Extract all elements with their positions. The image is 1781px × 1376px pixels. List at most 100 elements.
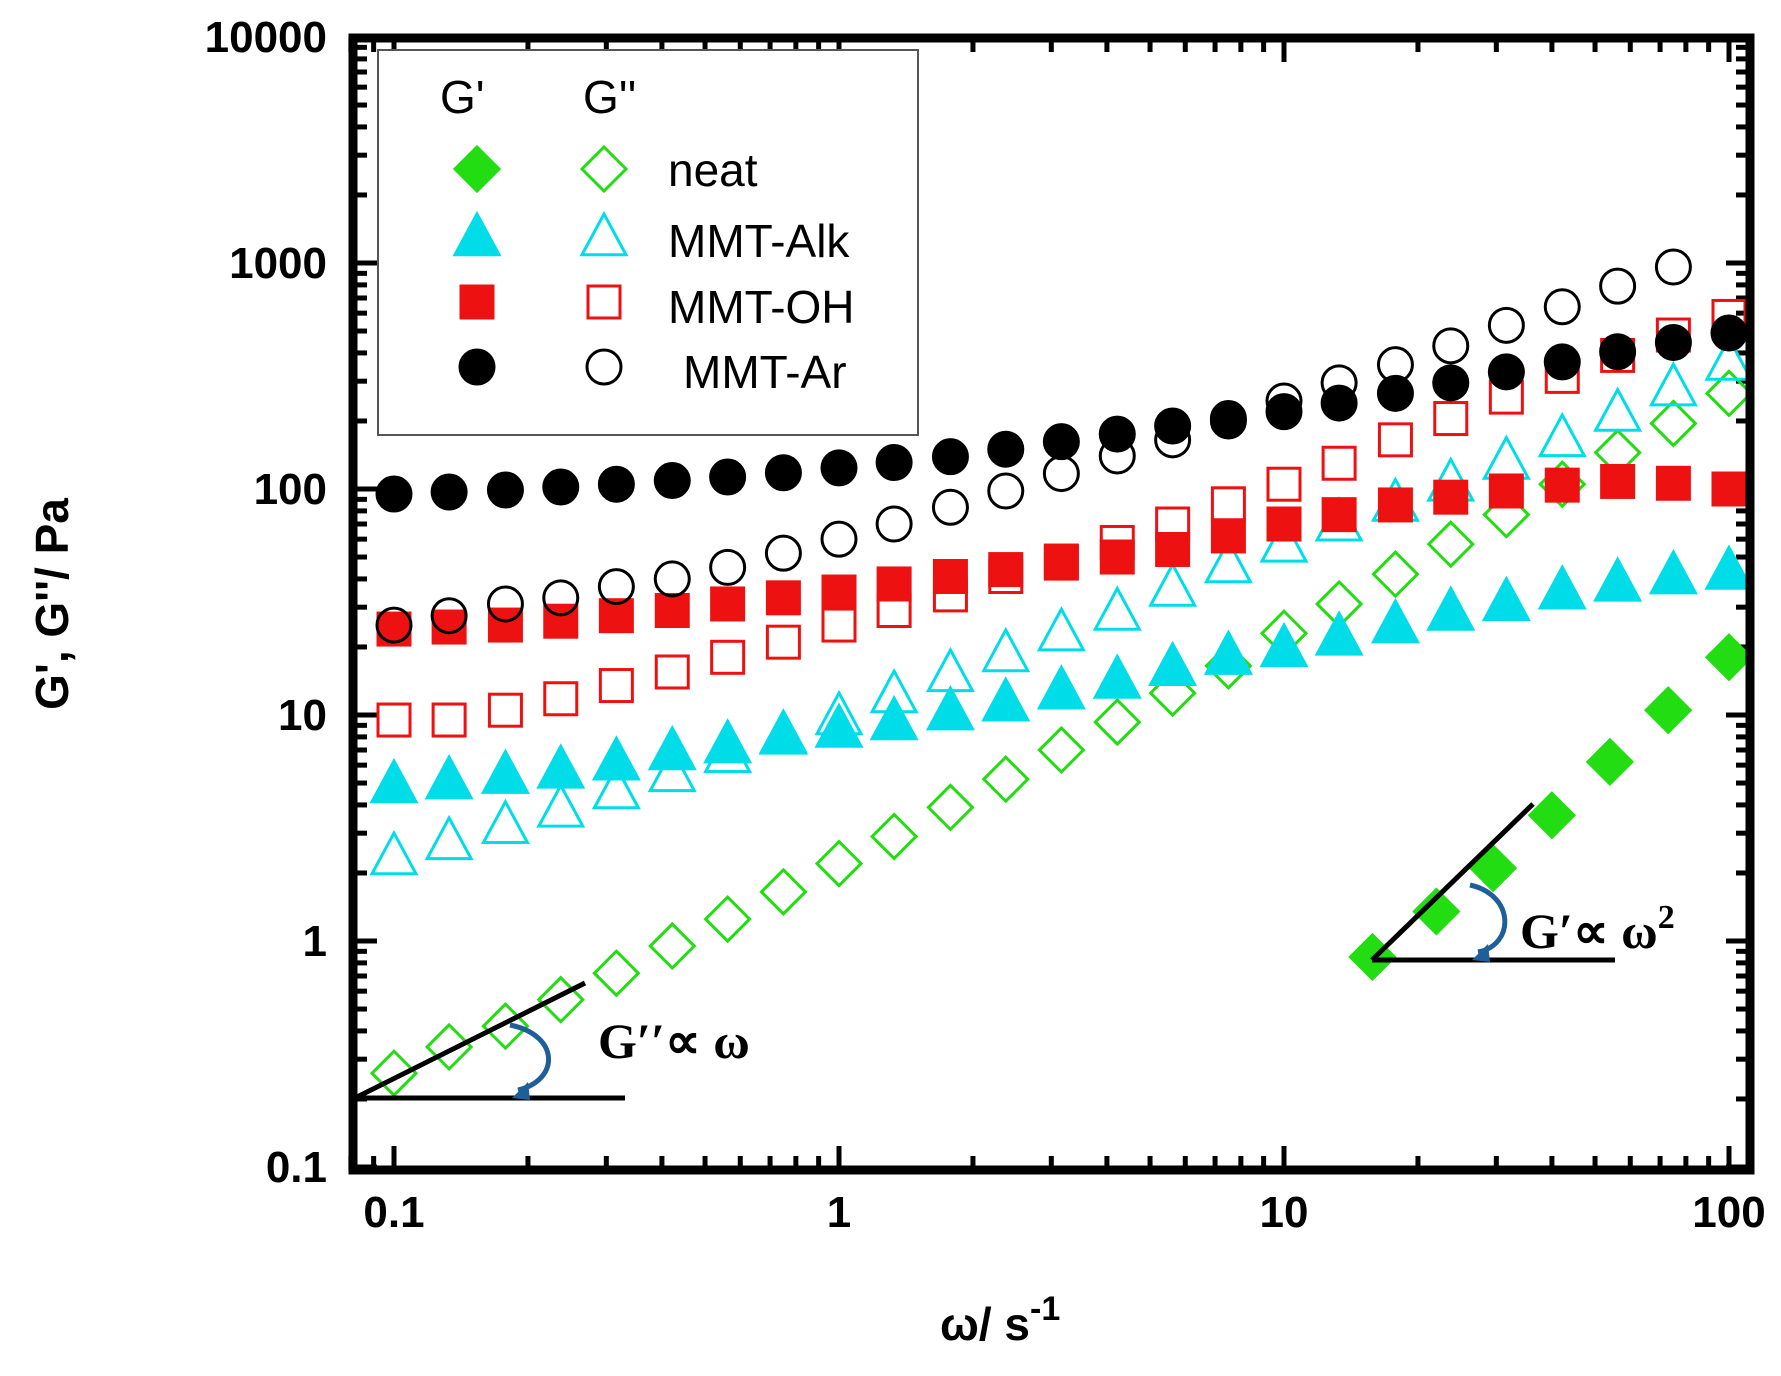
neat-gprime-point <box>1704 633 1754 682</box>
mmt-ar-gprime-point <box>1654 323 1692 361</box>
y-tick-label: 1 <box>303 917 327 966</box>
mmt-ar-gdoubleprime-point <box>1599 267 1637 305</box>
axis-tick-labels: 0.1 1 10 100 0.1 1 10 100 1000 10000 <box>205 13 1766 1237</box>
mmt-ar-gprime-point <box>1209 400 1247 438</box>
x-axis-title-sup: -1 <box>1030 1290 1060 1328</box>
mmt-alk-gdoubleprime-point <box>480 798 530 845</box>
mmt-ar-gdoubleprime-point <box>375 606 413 644</box>
mmt-ar-gdoubleprime-point <box>1265 382 1303 420</box>
neat-gdoubleprime-point <box>814 839 864 888</box>
slope1-arrowhead <box>512 1082 530 1100</box>
mmt-alk-gprime-point <box>925 685 975 731</box>
mmt-oh-gdoubleprime-point <box>765 624 801 660</box>
mmt-ar-gprime-point <box>1599 333 1637 371</box>
mmt-ar-gdoubleprime-point <box>1098 437 1136 475</box>
mmt-alk-gdoubleprime-point <box>703 727 753 774</box>
mmt-alk-gprime-point <box>1593 556 1643 602</box>
slope2-arrowhead <box>1472 944 1490 962</box>
neat-gdoubleprime-point <box>981 755 1030 804</box>
neat-gprime-point <box>1527 791 1577 840</box>
neat-gdoubleprime-point <box>592 949 641 998</box>
mmt-ar-gdoubleprime-point <box>1376 346 1414 384</box>
mmt-oh-gdoubleprime-point <box>821 607 857 643</box>
mmt-alk-gprime-point <box>981 676 1031 722</box>
mmt-ar-gdoubleprime-point <box>987 472 1025 510</box>
mmt-alk-gdoubleprime-point <box>1092 585 1142 631</box>
legend-header-gprime: G' <box>440 71 485 123</box>
neat-gdoubleprime-point <box>1649 399 1698 448</box>
mmt-alk-gprime-point <box>424 754 474 800</box>
mmt-oh-gdoubleprime-point <box>1321 445 1357 481</box>
mmt-ar-gdoubleprime-point <box>1154 421 1192 459</box>
legend: G' G'' neat MMT-Alk MMT-OH MMT-Ar <box>377 49 919 436</box>
mmt-oh-gdoubleprime-point <box>598 668 634 704</box>
neat-gdoubleprime-point <box>1426 520 1475 569</box>
mmt-oh-gprime-point <box>376 611 412 647</box>
slope2-label-sup: 2 <box>1658 899 1675 936</box>
mmt-alk-gprime-point <box>480 748 530 794</box>
mmt-oh-gdoubleprime-point <box>1099 524 1135 560</box>
mmt-ar-gprime-point <box>987 430 1025 468</box>
legend-entry-mmt-ar: MMT-Ar <box>683 346 847 398</box>
mmt-ar-gdoubleprime-point <box>653 560 691 598</box>
mmt-oh-gprime-point <box>1266 506 1302 542</box>
mmt-oh-gprime-point <box>1377 487 1413 523</box>
legend-entry-mmt-oh: MMT-OH <box>668 281 855 333</box>
mmt-alk-gprime-point <box>1426 585 1476 631</box>
y-axis-title: G', G''/ Pa <box>26 498 78 710</box>
data-markers <box>369 248 1754 1098</box>
neat-gdoubleprime-point <box>759 867 808 916</box>
mmt-ar-gdoubleprime-point <box>486 585 524 623</box>
neat-gdoubleprime-point <box>1371 550 1420 599</box>
slope1-label: G′′∝ ω <box>598 1013 750 1069</box>
mmt-ar-gprime-point <box>1042 423 1080 461</box>
mmt-oh-gprime-point <box>765 580 801 616</box>
slope2-arc-arrow <box>1469 882 1508 955</box>
x-tick-label: 10 <box>1260 1188 1309 1237</box>
mmt-ar-gprime-point <box>1710 314 1748 352</box>
mmt-ar-gprime-point <box>542 468 580 506</box>
mmt-oh-gprime-point <box>710 586 746 622</box>
mmt-oh-gdoubleprime-point <box>487 692 523 728</box>
mmt-ar-gprime-point <box>1376 374 1414 412</box>
mmt-oh-gdoubleprime-point <box>1043 543 1079 579</box>
mmt-ar-gprime-point <box>820 449 858 487</box>
mmt-alk-gprime-point <box>1537 564 1587 610</box>
mmt-ar-gprime-point <box>764 454 802 492</box>
mmt-alk-gprime-point <box>1036 664 1086 710</box>
mmt-ar-gdoubleprime-point <box>1209 402 1247 440</box>
mmt-ar-gprime-point <box>875 443 913 481</box>
y-tick-label: 10000 <box>205 13 327 62</box>
neat-gdoubleprime-point <box>536 975 585 1024</box>
neat-gdoubleprime-point <box>648 921 697 971</box>
neat-gprime-point <box>1644 686 1693 735</box>
neat-gdoubleprime-point <box>424 1022 474 1072</box>
x-axis-title: ω/ s-1 <box>940 1290 1060 1350</box>
mmt-oh-gdoubleprime-point <box>932 577 968 613</box>
mmt-oh-gprime-point <box>654 592 690 628</box>
legend-markers <box>452 144 629 386</box>
mmt-alk-gdoubleprime-point <box>1648 361 1698 407</box>
mmt-ar-gdoubleprime-point <box>1042 455 1080 493</box>
mmt-alk-gprime-point <box>1148 640 1198 687</box>
y-tick-label: 0.1 <box>266 1143 327 1192</box>
neat-gprime-point <box>1585 737 1635 787</box>
slope1-line <box>353 980 587 1101</box>
mmt-oh-gprime-point <box>988 552 1024 588</box>
mmt-oh-gprime-point <box>1043 545 1079 581</box>
slope-annotations: G′′∝ ω G′∝ ω2 <box>353 802 1675 1101</box>
mmt-ar-gprime-point <box>709 458 747 496</box>
mmt-alk-gprime-point <box>1481 575 1531 622</box>
mmt-alk-gprime-point <box>1370 597 1420 644</box>
mmt-oh-gprime-point <box>487 607 523 643</box>
mmt-ar-gprime-point <box>1265 393 1303 431</box>
mmt-ar-gdoubleprime-point <box>542 579 580 617</box>
mmt-ar-gdoubleprime-point <box>1487 306 1525 344</box>
mmt-alk-gdoubleprime-point <box>424 814 474 861</box>
mmt-alk-gprime-point <box>1259 621 1309 668</box>
mmt-oh-gprime-point <box>1600 463 1636 499</box>
mmt-ar-gdoubleprime-point <box>430 597 468 635</box>
legend-marker-open <box>579 144 629 194</box>
mmt-ar-gprime-point <box>375 475 413 513</box>
